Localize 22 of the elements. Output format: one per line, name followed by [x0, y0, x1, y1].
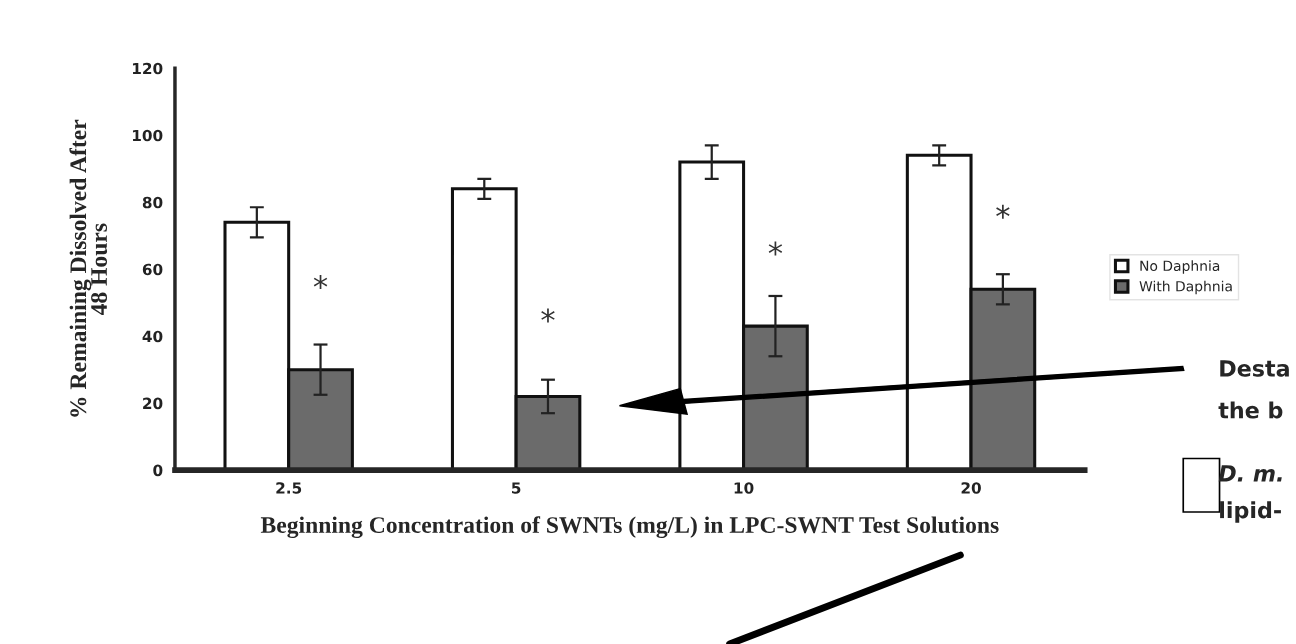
text: lipid- — [1220, 501, 1281, 523]
y-tick-label: 20 — [143, 397, 163, 410]
y-tick-label: 60 — [142, 263, 163, 276]
annotation: * — [996, 204, 1010, 219]
text: Desta — [1220, 360, 1289, 377]
x-tick-label: 5 — [512, 482, 521, 494]
y-tick-label: 80 — [142, 196, 163, 209]
y-tick-label: 0 — [153, 464, 163, 477]
x-tick-label: 20 — [961, 482, 981, 494]
y-axis-title: % Remaining Dissolved After 48 Hours — [69, 119, 108, 417]
y-tick-label: 120 — [132, 62, 163, 75]
legend-label: No Daphnia — [1140, 260, 1220, 274]
y-tick-label: 40 — [142, 330, 163, 343]
annotation: * — [313, 275, 328, 289]
text: the b — [1218, 401, 1283, 419]
annotation: * — [541, 308, 555, 323]
x-axis-title: Beginning Concentration of SWNTs (mg/L) in LPC-SWNT Test Solutions — [260, 516, 999, 538]
annotation: * — [768, 241, 783, 256]
y-tick-label: 100 — [132, 129, 163, 142]
x-tick-label: 2.5 — [276, 482, 302, 494]
legend-label: With Daphnia — [1139, 280, 1232, 295]
x-tick-label: 10 — [734, 482, 754, 494]
